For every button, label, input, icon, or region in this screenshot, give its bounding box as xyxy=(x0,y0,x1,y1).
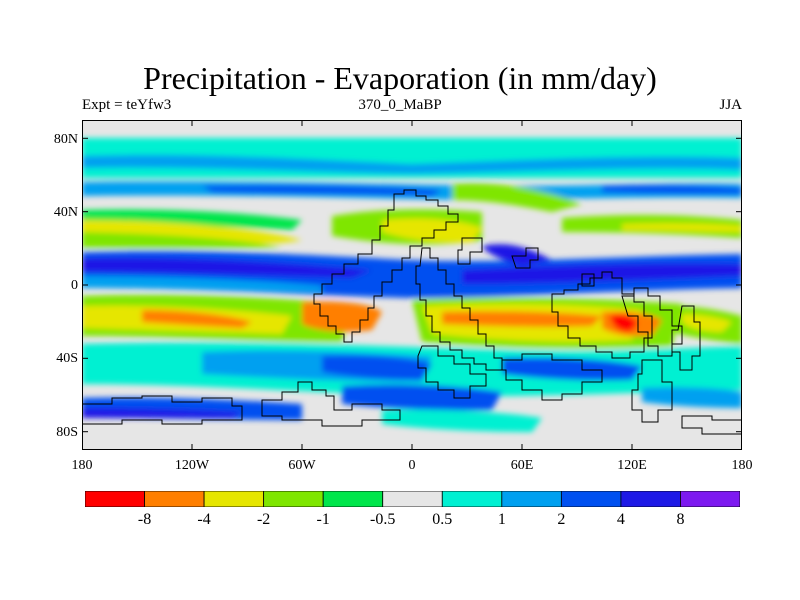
colorbar-box xyxy=(680,491,740,507)
colorbar-label: 1 xyxy=(497,511,506,528)
colorbar-label: -8 xyxy=(137,511,152,528)
field-itcz-north-lobe xyxy=(482,244,552,266)
colorbar-box xyxy=(263,491,324,507)
colorbar-label: 8 xyxy=(676,511,685,528)
field-south-deep-e xyxy=(502,357,642,381)
colorbar-box xyxy=(322,491,384,507)
colorbar-box xyxy=(441,491,503,507)
field-south-orange-e xyxy=(442,311,602,327)
season-label: JJA xyxy=(719,97,742,113)
time-label: 370_0_MaBP xyxy=(358,97,442,113)
field-south-orange-c xyxy=(302,301,382,332)
coastline-antarctic-e xyxy=(681,415,742,435)
colorbar-label: -1 xyxy=(316,511,330,528)
field-ne-yellow xyxy=(622,223,742,232)
map-svg xyxy=(82,120,742,450)
colorbar-box xyxy=(85,491,145,507)
field-itcz-edge xyxy=(82,276,322,292)
ytick-40n: 40N xyxy=(53,205,78,220)
field-antarctic-blue-e xyxy=(642,387,742,408)
colorbar-label: -0.5 xyxy=(370,511,396,528)
coastline-far-southeast xyxy=(631,359,673,423)
colorbar-label: 4 xyxy=(616,511,625,528)
xtick-0: 0 xyxy=(408,458,416,473)
ytick-80n: 80N xyxy=(53,132,78,147)
field-south-deep-c xyxy=(322,355,432,380)
colorbar-label: -2 xyxy=(256,511,271,528)
coastline-antarctic-w xyxy=(82,395,243,425)
colorbar-box xyxy=(560,491,622,507)
chart-title: Precipitation - Evaporation (in mm/day) xyxy=(143,60,657,96)
ytick-40s: 40S xyxy=(56,351,78,366)
colorbar-label: 0.5 xyxy=(432,511,453,528)
xtick-120w: 120W xyxy=(174,458,210,473)
coastline-gondwana-east xyxy=(551,271,653,359)
xtick-180e: 180 xyxy=(731,458,753,473)
field-north-deep xyxy=(202,185,442,196)
field-itcz-core-w xyxy=(82,257,372,278)
xtick-120e: 120E xyxy=(617,458,647,473)
colorbar-label: 2 xyxy=(557,511,566,528)
coastline-islet-c xyxy=(581,273,595,287)
field-ncentral-yellow xyxy=(382,218,482,243)
field-antarctic-cyan xyxy=(382,409,542,432)
field-arctic-blue xyxy=(82,154,742,174)
ytick-80s: 80S xyxy=(56,425,78,440)
colorbar-box xyxy=(620,491,681,507)
experiment-label: Expt = teYfw3 xyxy=(82,97,172,113)
field-nasia-lime xyxy=(452,183,582,212)
field-north-deep-east xyxy=(602,185,742,194)
xtick-60w: 60W xyxy=(288,458,316,473)
coastline-islet-b xyxy=(511,247,539,269)
coastline-islet-a xyxy=(457,237,483,265)
map-plot xyxy=(82,120,742,450)
coastline-central-continent xyxy=(313,189,459,343)
field-south-red xyxy=(610,314,638,332)
colorbar-label: -4 xyxy=(197,511,211,528)
colorbar xyxy=(85,491,740,507)
colorbar-box xyxy=(382,491,443,507)
colorbar-svg xyxy=(85,491,740,507)
map-frame xyxy=(82,120,742,450)
coastline-east-island xyxy=(621,287,683,357)
xtick-60e: 60E xyxy=(510,458,534,473)
colorbar-box xyxy=(501,491,562,507)
xtick-180w: 180 xyxy=(71,458,93,473)
coastline-eastern-peninsula xyxy=(671,305,701,371)
coastlines xyxy=(82,189,742,435)
colorbar-box xyxy=(144,491,205,507)
coastline-antarctic-c xyxy=(261,381,401,427)
colorbar-box xyxy=(203,491,265,507)
coastline-southeast xyxy=(501,353,603,401)
coastline-south-block xyxy=(417,345,487,399)
field-south-orange-w xyxy=(142,310,252,328)
ytick-0: 0 xyxy=(71,278,78,293)
field-antarctic-deep xyxy=(82,408,242,418)
field-north-lime-w xyxy=(82,232,282,248)
